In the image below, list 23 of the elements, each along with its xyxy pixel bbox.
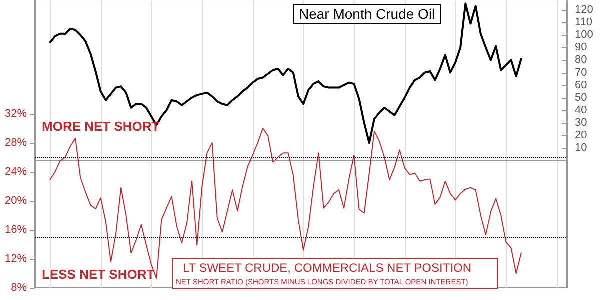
annotation: LESS NET SHORT: [42, 267, 155, 282]
y2-tick-label: 80: [575, 54, 588, 66]
y2-tick-label: 70: [575, 66, 588, 79]
y2-tick-label: 90: [575, 42, 588, 54]
chart-title: Near Month Crude Oil: [299, 6, 436, 22]
y-tick-label: 32%: [4, 108, 28, 120]
y2-tick-label: 110: [575, 16, 593, 29]
y2-tick-label: 10: [575, 142, 588, 154]
y2-tick-label: 60: [575, 79, 588, 92]
y2-tick-label: 120: [575, 4, 594, 16]
y-tick-label: 12%: [4, 252, 28, 265]
y-tick-label: 8%: [11, 282, 28, 294]
annotation: LT SWEET CRUDE, COMMERCIALS NET POSITION: [183, 261, 472, 275]
y2-tick-label: 100: [575, 29, 594, 42]
y2-tick-label: 40: [575, 104, 588, 116]
annotation: MORE NET SHORT: [42, 119, 160, 134]
y-tick-label: 28%: [4, 136, 28, 149]
y-tick-label: 24%: [4, 166, 28, 178]
y2-tick-label: 50: [575, 92, 588, 104]
y2-tick-label: 20: [575, 129, 588, 142]
y-tick-label: 16%: [4, 224, 28, 236]
y-tick-label: 20%: [4, 194, 28, 207]
y2-tick-label: 30: [575, 116, 588, 129]
